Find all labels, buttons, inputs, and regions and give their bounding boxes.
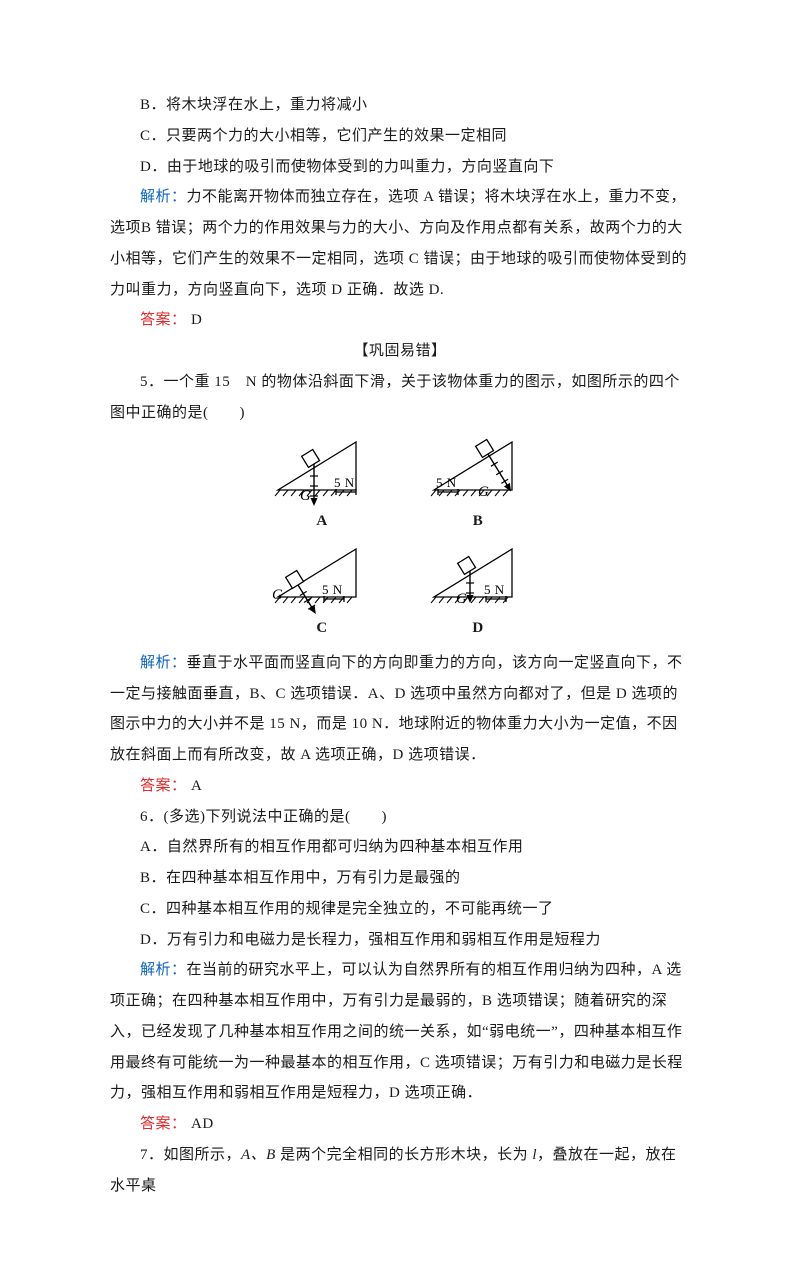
g-label: G — [300, 488, 311, 504]
q6-analysis-text: 在当前的研究水平上，可以认为自然界所有的相互作用归纳为四种，A 选项正确；在四种… — [110, 962, 683, 1101]
scale-text: 5 N — [322, 582, 343, 597]
q5-stem: 5．一个重 15 N 的物体沿斜面下滑，关于该物体重力的图示，如图所示的四个图中… — [110, 367, 690, 429]
g-label: G — [272, 587, 283, 603]
q6-answer-line: 答案： AD — [110, 1109, 690, 1140]
q6-option-d: D．万有引力和电磁力是长程力，强相互作用和弱相互作用是短程力 — [110, 925, 690, 956]
q5-diagram-b: G 5 N B — [420, 434, 536, 537]
analysis-label: 解析： — [140, 655, 187, 671]
q6-option-b: B．在四种基本相互作用中，万有引力是最强的 — [110, 863, 690, 894]
q7-stem: 7．如图所示，A、B 是两个完全相同的长方形木块，长为 l，叠放在一起，放在水平… — [110, 1140, 690, 1202]
q5-diagram-a: G 5 N A — [264, 434, 380, 537]
q6-option-a: A．自然界所有的相互作用都可归纳为四种基本相互作用 — [110, 832, 690, 863]
q5-diagram-c: G 5 N C — [264, 541, 380, 644]
scale-text: 5 N — [334, 475, 355, 490]
q4-option-c: C．只要两个力的大小相等，它们产生的效果一定相同 — [110, 121, 690, 152]
q5-analysis-text: 垂直于水平面而竖直向下的方向即重力的方向，该方向一定竖直向下，不一定与接触面垂直… — [110, 655, 683, 763]
diagram-letter-b: B — [420, 506, 536, 537]
q4-option-b: B．将木块浮在水上，重力将减小 — [110, 90, 690, 121]
g-label: G — [456, 591, 467, 607]
analysis-label: 解析： — [140, 189, 187, 205]
section-title: 【巩固易错】 — [110, 336, 690, 367]
diagram-letter-a: A — [264, 506, 380, 537]
q4-answer-line: 答案： D — [110, 305, 690, 336]
q5-diagram-row-1: G 5 N A — [110, 434, 690, 537]
q5-diagram-d: G 5 N D — [420, 541, 536, 644]
q5-analysis: 解析：垂直于水平面而竖直向下的方向即重力的方向，该方向一定竖直向下，不一定与接触… — [110, 648, 690, 771]
document-page: B．将木块浮在水上，重力将减小 C．只要两个力的大小相等，它们产生的效果一定相同… — [0, 0, 800, 1261]
g-label: G — [478, 484, 489, 500]
diagram-letter-c: C — [264, 613, 380, 644]
scale-text: 5 N — [436, 475, 457, 490]
q4-answer-value: D — [191, 305, 202, 336]
q6-stem: 6．(多选)下列说法中正确的是( ) — [110, 802, 690, 833]
q4-option-d: D．由于地球的吸引而使物体受到的力叫重力，方向竖直向下 — [110, 152, 690, 183]
analysis-label: 解析： — [140, 962, 187, 978]
answer-label: 答案： — [140, 305, 187, 336]
q7-stem-ab: A、B — [241, 1147, 276, 1163]
q4-analysis-text: 力不能离开物体而独立存在，选项 A 错误；将木块浮在水上，重力不变，选项B 错误… — [110, 189, 687, 297]
q4-analysis: 解析：力不能离开物体而独立存在，选项 A 错误；将木块浮在水上，重力不变，选项B… — [110, 182, 690, 305]
q7-stem-mid: 是两个完全相同的长方形木块，长为 — [280, 1147, 528, 1163]
diagram-letter-d: D — [420, 613, 536, 644]
q5-diagram-row-2: G 5 N C — [110, 541, 690, 644]
q7-stem-prefix: 7．如图所示， — [140, 1147, 241, 1163]
scale-text: 5 N — [484, 582, 505, 597]
answer-label: 答案： — [140, 1109, 187, 1140]
q6-analysis: 解析：在当前的研究水平上，可以认为自然界所有的相互作用归纳为四种，A 选项正确；… — [110, 955, 690, 1109]
answer-label: 答案： — [140, 771, 187, 802]
q5-diagram-block: G 5 N A — [110, 434, 690, 644]
q5-answer-value: A — [191, 771, 202, 802]
q6-answer-value: AD — [191, 1109, 214, 1140]
q5-answer-line: 答案： A — [110, 771, 690, 802]
q6-option-c: C．四种基本相互作用的规律是完全独立的，不可能再统一了 — [110, 894, 690, 925]
